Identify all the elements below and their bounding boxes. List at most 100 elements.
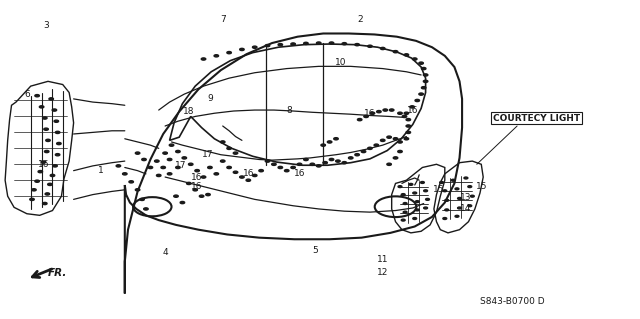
- Circle shape: [303, 42, 308, 44]
- Circle shape: [364, 115, 369, 118]
- Text: 12: 12: [377, 268, 388, 277]
- Circle shape: [144, 208, 148, 210]
- Text: COURTECY LIGHT: COURTECY LIGHT: [493, 114, 580, 122]
- Circle shape: [398, 151, 403, 153]
- Circle shape: [380, 48, 385, 49]
- Text: 14: 14: [460, 204, 472, 213]
- Circle shape: [420, 182, 424, 183]
- Text: 13: 13: [460, 193, 472, 202]
- Circle shape: [403, 211, 407, 213]
- Circle shape: [44, 151, 49, 153]
- Circle shape: [323, 161, 328, 164]
- Text: 8: 8: [287, 106, 292, 115]
- Circle shape: [380, 139, 385, 142]
- Circle shape: [355, 154, 360, 156]
- Circle shape: [116, 165, 120, 167]
- Circle shape: [285, 170, 289, 172]
- Circle shape: [383, 109, 388, 111]
- Circle shape: [142, 159, 147, 161]
- Circle shape: [468, 205, 472, 207]
- Circle shape: [129, 181, 134, 183]
- Circle shape: [329, 159, 334, 161]
- Circle shape: [329, 42, 334, 44]
- Circle shape: [278, 44, 283, 46]
- Text: 16: 16: [38, 160, 49, 169]
- Circle shape: [443, 190, 447, 192]
- Circle shape: [398, 186, 402, 188]
- Text: 15: 15: [476, 182, 487, 191]
- Circle shape: [201, 176, 206, 178]
- Circle shape: [387, 163, 392, 165]
- Text: 6: 6: [24, 90, 29, 99]
- Circle shape: [468, 186, 472, 188]
- Circle shape: [29, 198, 35, 201]
- Circle shape: [35, 180, 40, 182]
- Circle shape: [52, 165, 58, 167]
- Circle shape: [393, 138, 398, 140]
- Circle shape: [370, 112, 375, 115]
- Circle shape: [136, 152, 140, 154]
- Circle shape: [455, 188, 459, 190]
- Circle shape: [398, 141, 403, 143]
- Circle shape: [424, 207, 428, 209]
- Circle shape: [233, 152, 238, 154]
- Circle shape: [374, 144, 379, 146]
- Circle shape: [458, 197, 461, 199]
- Circle shape: [56, 142, 61, 145]
- Circle shape: [253, 46, 257, 48]
- Circle shape: [291, 43, 296, 45]
- Circle shape: [51, 174, 55, 177]
- Text: 17: 17: [202, 150, 214, 159]
- Text: FR.: FR.: [48, 268, 67, 278]
- Circle shape: [46, 139, 51, 142]
- Circle shape: [214, 173, 219, 175]
- Circle shape: [367, 45, 372, 47]
- Circle shape: [42, 117, 47, 119]
- Circle shape: [214, 55, 219, 57]
- Circle shape: [123, 173, 127, 175]
- Circle shape: [227, 167, 232, 168]
- Circle shape: [40, 106, 44, 108]
- Circle shape: [174, 195, 178, 197]
- Circle shape: [297, 163, 302, 165]
- Circle shape: [406, 125, 411, 127]
- Text: 5: 5: [312, 246, 317, 255]
- Circle shape: [358, 119, 362, 121]
- Circle shape: [233, 171, 238, 174]
- Circle shape: [389, 109, 394, 111]
- Circle shape: [334, 138, 339, 140]
- Circle shape: [227, 147, 232, 150]
- Circle shape: [321, 144, 326, 146]
- Circle shape: [406, 119, 411, 121]
- Circle shape: [376, 111, 381, 113]
- Text: 16: 16: [191, 173, 203, 182]
- Text: 17: 17: [175, 161, 186, 170]
- Circle shape: [404, 54, 409, 56]
- Circle shape: [246, 179, 251, 181]
- Circle shape: [413, 192, 417, 194]
- Circle shape: [52, 109, 57, 111]
- Text: 10: 10: [335, 58, 346, 67]
- Circle shape: [155, 160, 159, 162]
- Circle shape: [193, 189, 197, 191]
- Circle shape: [361, 151, 366, 153]
- Circle shape: [156, 174, 161, 177]
- Circle shape: [49, 98, 54, 100]
- Circle shape: [424, 190, 428, 192]
- Circle shape: [349, 157, 353, 159]
- Circle shape: [415, 209, 419, 211]
- Text: S843-B0700 D: S843-B0700 D: [480, 297, 544, 306]
- Circle shape: [367, 147, 372, 150]
- Circle shape: [188, 163, 193, 165]
- Circle shape: [180, 202, 184, 204]
- Circle shape: [259, 170, 264, 172]
- Text: 2: 2: [357, 15, 362, 24]
- Circle shape: [403, 115, 407, 118]
- Circle shape: [406, 131, 411, 134]
- Circle shape: [41, 161, 46, 163]
- Circle shape: [182, 157, 187, 159]
- Circle shape: [451, 179, 455, 181]
- Circle shape: [47, 183, 52, 185]
- Circle shape: [44, 128, 49, 130]
- Circle shape: [265, 160, 270, 162]
